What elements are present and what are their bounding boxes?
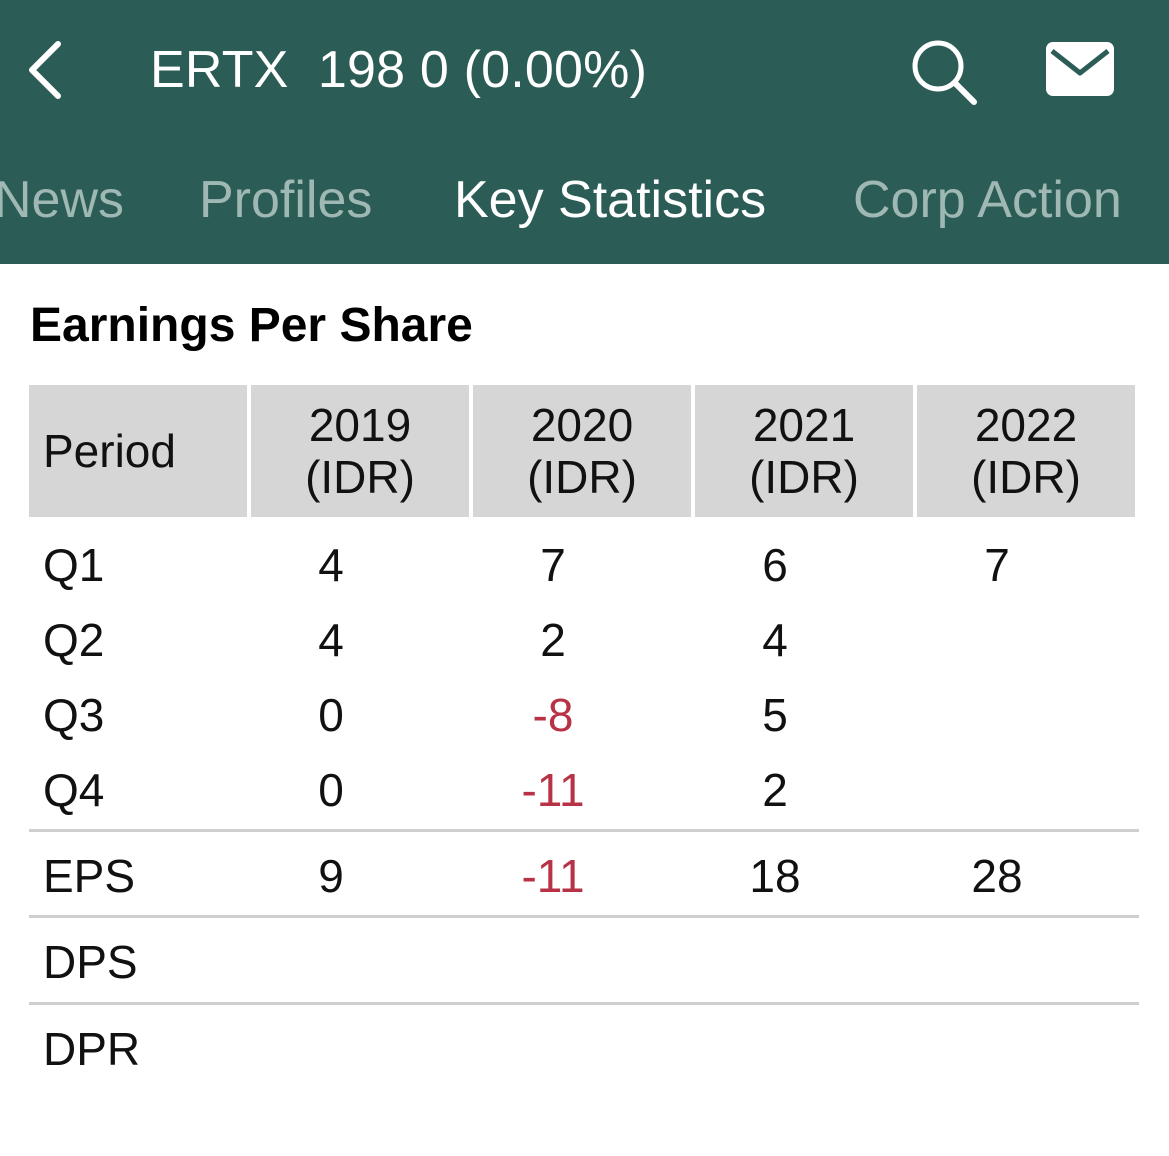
value-cell: 4 (318, 613, 344, 666)
column-year: 2021 (752, 399, 856, 451)
search-icon (912, 40, 977, 105)
tab-corp-action[interactable]: Corp Action (853, 171, 1122, 229)
column-header-2020: 2020 (IDR) (473, 385, 691, 517)
column-year: 2020 (530, 399, 634, 451)
top-bar: ERTX 198 0 (0.00%) (0, 0, 1169, 140)
value-cell: 9 (318, 850, 344, 902)
section-title: Earnings Per Share (30, 299, 473, 352)
column-header-2021: 2021 (IDR) (695, 385, 913, 517)
value-cell: 18 (749, 850, 801, 902)
row-label: Q1 (43, 538, 105, 591)
row-label: Q2 (43, 613, 105, 666)
mail-icon (1046, 42, 1114, 96)
column-year: 2022 (974, 399, 1078, 451)
value-cell: 2 (762, 763, 788, 816)
row-label: EPS (43, 850, 136, 902)
row-divider (29, 1002, 1139, 1005)
row-label: Q4 (43, 763, 105, 816)
value-cell: 6 (762, 538, 788, 591)
row-label: DPR (43, 1023, 141, 1075)
value-cell: 7 (540, 538, 566, 591)
app-header: ERTX 198 0 (0.00%) News Profiles Key Sta… (0, 0, 1169, 264)
value-cell: 4 (318, 538, 344, 591)
value-cell: 4 (762, 613, 788, 666)
column-unit: (IDR) (305, 451, 415, 503)
period-header: Period (29, 385, 247, 517)
value-cell: 2 (540, 613, 566, 666)
table-row-dps: DPS (29, 917, 1139, 1007)
value-cell: 5 (762, 688, 788, 741)
value-cell (222, 917, 440, 1007)
value-cell (888, 677, 1106, 752)
value-cell: 28 (971, 850, 1023, 902)
table-row-dpr: DPR (29, 1004, 1139, 1094)
tab-profiles[interactable]: Profiles (199, 171, 373, 229)
value-cell: 7 (984, 538, 1010, 591)
tab-news[interactable]: News (0, 171, 125, 229)
table-row-eps: EPS 9 -11 18 28 (29, 831, 1139, 921)
column-unit: (IDR) (527, 451, 637, 503)
tab-bar: News Profiles Key Statistics Corp Action (0, 150, 1169, 250)
search-button[interactable] (908, 36, 980, 108)
tab-key-statistics[interactable]: Key Statistics (454, 171, 767, 229)
row-divider (29, 829, 1139, 832)
table-row-q4: Q4 0 -11 2 (29, 752, 1139, 827)
value-cell: 0 (318, 688, 344, 741)
back-button[interactable] (22, 38, 72, 102)
value-cell (666, 1004, 884, 1094)
value-cell: -11 (521, 850, 585, 902)
value-cell (222, 1004, 440, 1094)
table-row-q1: Q1 4 7 6 7 (29, 527, 1139, 602)
column-header-2022: 2022 (IDR) (917, 385, 1135, 517)
stock-title: ERTX 198 0 (0.00%) (150, 41, 648, 99)
column-year: 2019 (308, 399, 412, 451)
value-cell (888, 602, 1106, 677)
value-cell (888, 917, 1106, 1007)
table-row-q2: Q2 4 2 4 (29, 602, 1139, 677)
mail-button[interactable] (1044, 40, 1116, 100)
value-cell (666, 917, 884, 1007)
value-cell (444, 917, 662, 1007)
table-row-q3: Q3 0 -8 5 (29, 677, 1139, 752)
value-cell: -11 (521, 763, 585, 816)
value-cell: 0 (318, 763, 344, 816)
value-cell: -8 (532, 688, 574, 741)
row-label: DPS (43, 936, 138, 988)
column-unit: (IDR) (749, 451, 859, 503)
table-header: Period 2019 (IDR) 2020 (IDR) 2021 (IDR) … (29, 385, 1139, 517)
row-divider (29, 915, 1139, 918)
column-header-2019: 2019 (IDR) (251, 385, 469, 517)
value-cell (444, 1004, 662, 1094)
value-cell (888, 752, 1106, 827)
eps-table: Period 2019 (IDR) 2020 (IDR) 2021 (IDR) … (29, 385, 1139, 1075)
chevron-left-icon (29, 41, 61, 99)
value-cell (888, 1004, 1106, 1094)
column-unit: (IDR) (971, 451, 1081, 503)
row-label: Q3 (43, 688, 105, 741)
